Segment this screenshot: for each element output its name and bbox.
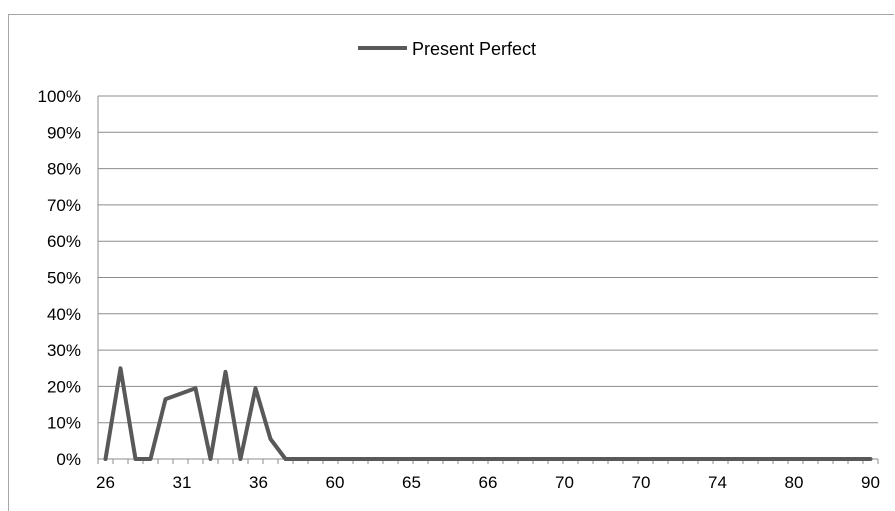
x-tick-label: 70 bbox=[555, 473, 574, 492]
x-tick-label: 70 bbox=[632, 473, 651, 492]
series-layer bbox=[103, 366, 873, 461]
series-line bbox=[103, 366, 873, 461]
x-tick-label: 26 bbox=[96, 473, 115, 492]
x-tick-label: 66 bbox=[479, 473, 498, 492]
y-tick-label: 40% bbox=[47, 305, 81, 324]
x-tick-label: 74 bbox=[708, 473, 727, 492]
legend: Present Perfect bbox=[358, 39, 536, 59]
x-tick-label: 80 bbox=[785, 473, 804, 492]
legend-label: Present Perfect bbox=[412, 39, 536, 59]
x-tick-label: 60 bbox=[326, 473, 345, 492]
y-axis-labels: 0% 10% 20% 30% 40% 50% 60% 70% 80% 90% 100% bbox=[38, 87, 81, 469]
x-tick-label: 31 bbox=[173, 473, 192, 492]
x-tick-label: 65 bbox=[402, 473, 421, 492]
x-tick-label: 36 bbox=[249, 473, 268, 492]
y-tick-label: 20% bbox=[47, 377, 81, 396]
x-axis: 26 31 36 60 65 66 70 70 74 80 90 bbox=[96, 458, 880, 492]
chart-frame bbox=[8, 14, 894, 511]
y-tick-label: 0% bbox=[56, 450, 81, 469]
y-tick-label: 60% bbox=[47, 232, 81, 251]
y-tick-label: 30% bbox=[47, 341, 81, 360]
gridlines bbox=[97, 95, 878, 459]
y-tick-label: 50% bbox=[47, 269, 81, 288]
y-tick-label: 10% bbox=[47, 414, 81, 433]
y-tick-label: 100% bbox=[38, 87, 81, 106]
x-tick-label: 90 bbox=[861, 473, 880, 492]
y-tick-label: 80% bbox=[47, 160, 81, 179]
y-tick-label: 70% bbox=[47, 196, 81, 215]
y-tick-label: 90% bbox=[47, 123, 81, 142]
